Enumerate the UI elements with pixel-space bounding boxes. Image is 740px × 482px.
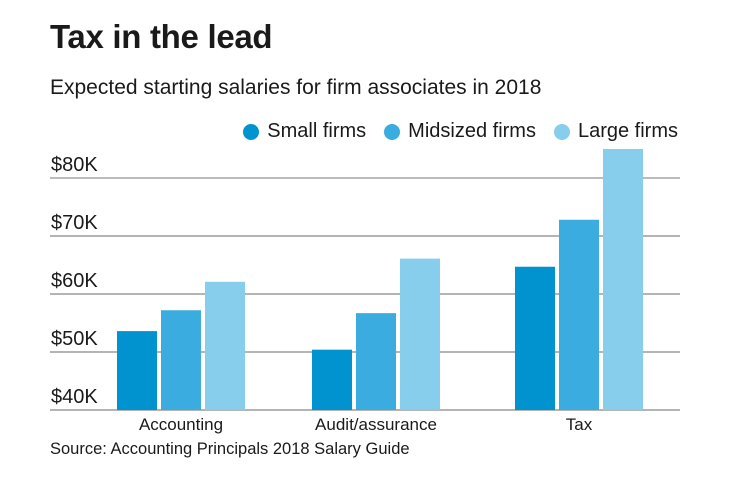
source-note: Source: Accounting Principals 2018 Salar…: [50, 440, 410, 458]
bar-audit-assurance-1: [356, 313, 396, 410]
legend-label: Small firms: [267, 120, 367, 142]
legend-label: Midsized firms: [408, 120, 536, 142]
bar-accounting-1: [161, 310, 201, 410]
bar-audit-assurance-2: [400, 258, 440, 410]
bar-tax-0: [515, 266, 555, 410]
y-tick-label: $40K: [51, 386, 98, 408]
x-tick-label: Accounting: [139, 415, 223, 434]
legend-swatch: [553, 123, 570, 140]
y-tick-label: $70K: [51, 212, 98, 234]
x-tick-label: Tax: [566, 415, 593, 434]
y-tick-label: $60K: [51, 270, 98, 292]
bar-accounting-0: [117, 331, 157, 410]
legend: Small firms Midsized firms Large firms: [243, 120, 678, 143]
bar-tax-2: [603, 149, 643, 410]
bar-tax-1: [559, 219, 599, 410]
legend-item-small: Small firms: [243, 120, 366, 143]
chart-title: Tax in the lead: [50, 18, 273, 55]
bar-accounting-2: [205, 281, 245, 410]
legend-swatch: [243, 123, 260, 140]
legend-item-midsized: Midsized firms: [384, 120, 536, 143]
y-tick-label: $80K: [51, 154, 98, 176]
legend-swatch: [384, 123, 401, 140]
legend-item-large: Large firms: [553, 120, 678, 143]
bar-audit-assurance-0: [312, 349, 352, 410]
chart-subtitle: Expected starting salaries for firm asso…: [50, 76, 542, 99]
x-tick-label: Audit/assurance: [315, 415, 437, 434]
legend-label: Large firms: [577, 120, 678, 142]
y-tick-label: $50K: [51, 328, 98, 350]
